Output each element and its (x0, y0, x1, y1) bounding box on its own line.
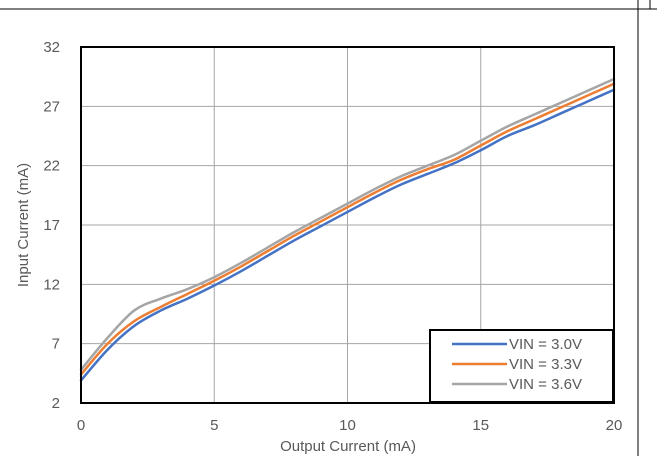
legend: VIN = 3.0V VIN = 3.3V VIN = 3.6V (429, 329, 614, 403)
y-tick-label: 22 (43, 158, 60, 175)
legend-box (429, 329, 614, 403)
x-axis-title: Output Current (mA) (280, 438, 416, 455)
y-tick-label: 2 (52, 395, 60, 412)
legend-label-3: VIN = 3.6V (509, 376, 582, 393)
plot-area-border (80, 46, 615, 404)
legend-label-2: VIN = 3.3V (509, 356, 582, 373)
series-lines (79, 77, 616, 382)
y-tick-label: 12 (43, 276, 60, 293)
series-line-3 (79, 77, 616, 372)
x-tick-labels: 0 5 10 15 20 (77, 417, 623, 434)
x-tick-label: 10 (339, 417, 356, 434)
y-tick-label: 27 (43, 98, 60, 115)
y-tick-label: 7 (52, 336, 60, 353)
y-tick-label: 32 (43, 39, 60, 56)
x-tick-label: 5 (210, 417, 218, 434)
grid (80, 46, 615, 404)
y-tick-label: 17 (43, 217, 60, 234)
x-tick-label: 20 (606, 417, 623, 434)
series-line-2 (79, 82, 616, 376)
x-tick-label: 0 (77, 417, 85, 434)
series-line-1 (79, 88, 616, 382)
y-axis-title: Input Current (mA) (15, 163, 32, 287)
legend-label-1: VIN = 3.0V (509, 336, 582, 353)
x-tick-label: 15 (472, 417, 489, 434)
